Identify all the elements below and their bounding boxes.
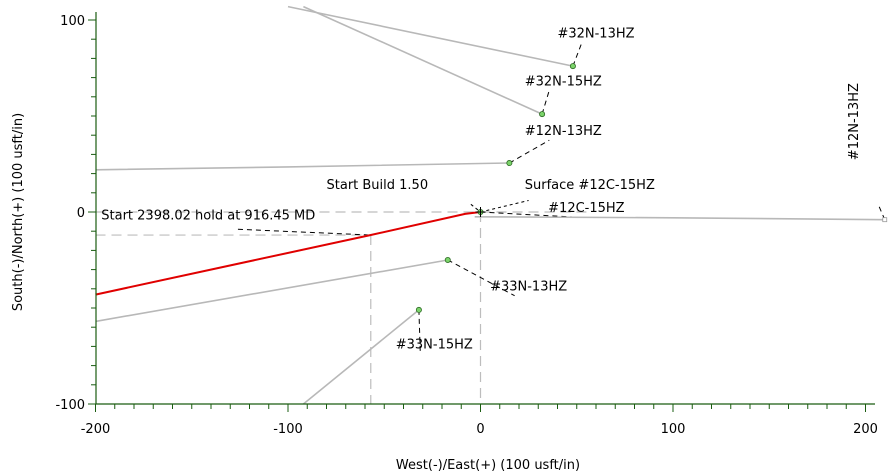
well-end-marker (539, 111, 546, 118)
leader-line (509, 139, 550, 164)
leader-lines (237, 42, 886, 354)
well-label: #33N-13HZ (490, 280, 567, 295)
leader-line (418, 309, 421, 354)
annotation-label: Start 2398.02 hold at 916.45 MD (101, 209, 315, 224)
well-label: #32N-13HZ (557, 26, 634, 41)
reference-lines (95, 211, 587, 404)
leader-line (237, 228, 371, 236)
well-end-marker (882, 217, 888, 223)
well-label: #32N-15HZ (525, 74, 602, 89)
series-line (474, 216, 885, 221)
annotation-label: Surface #12C-15HZ (525, 178, 655, 193)
x-tick-label: 0 (476, 422, 484, 437)
well-end-marker (415, 306, 422, 313)
well-end-marker (444, 256, 451, 263)
series-line (95, 259, 448, 323)
well-end-marker (569, 63, 576, 70)
series-line (287, 5, 574, 67)
leader-line (480, 199, 529, 213)
well-end-marker (506, 160, 513, 167)
well-label: #12C-15HZ (548, 201, 625, 216)
series-line (95, 211, 481, 296)
well-label: #12N-13HZ (525, 124, 602, 139)
leader-line (470, 203, 481, 213)
x-tick-label: 200 (853, 422, 878, 437)
series-line (95, 162, 510, 171)
x-tick-label: -100 (273, 422, 303, 437)
well-label: #12N-13HZ (847, 83, 862, 160)
leader-line (480, 211, 573, 218)
leader-line (572, 42, 583, 67)
y-tick-label: 0 (77, 206, 85, 221)
x-axis-title: West(-)/East(+) (100 usft/in) (396, 458, 580, 473)
annotation-label: Start Build 1.50 (327, 178, 429, 193)
series-line (302, 309, 420, 405)
y-tick-label: 100 (60, 14, 85, 29)
y-axis-title: South(-)/North(+) (100 usft/in) (11, 113, 26, 311)
x-tick-label: -200 (81, 422, 111, 437)
x-tick-label: 100 (661, 422, 686, 437)
leader-line (541, 90, 550, 115)
series-line (303, 5, 543, 115)
well-series (95, 5, 888, 405)
labels: #12C-15HZ #32N-13HZ #32N-15HZ #12N-13HZ #12N… (101, 26, 862, 352)
axes: -200 -100 0 100 200 -100 0 100 (55, 12, 878, 437)
leader-line (447, 259, 515, 297)
y-tick-label: -100 (55, 398, 85, 413)
well-label: #33N-15HZ (396, 337, 473, 352)
